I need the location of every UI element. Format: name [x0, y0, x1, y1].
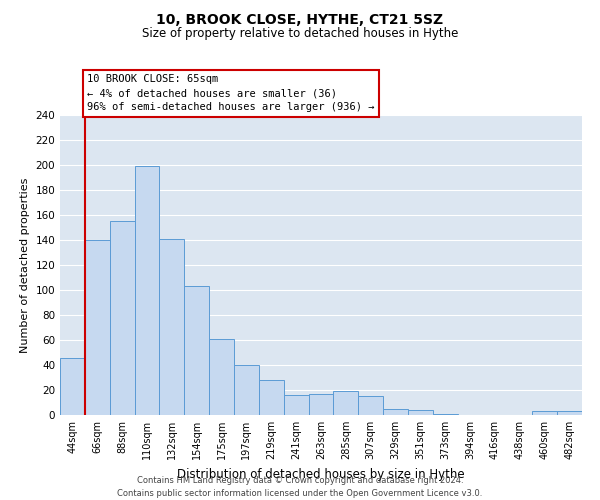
Y-axis label: Number of detached properties: Number of detached properties	[20, 178, 30, 352]
Bar	[184, 286, 209, 415]
Bar	[408, 410, 433, 415]
Bar	[209, 339, 234, 415]
Bar	[334, 391, 358, 415]
Bar	[308, 394, 334, 415]
Bar	[532, 411, 557, 415]
Bar	[358, 396, 383, 415]
Bar	[234, 365, 259, 415]
Bar	[433, 414, 458, 415]
Text: 10, BROOK CLOSE, HYTHE, CT21 5SZ: 10, BROOK CLOSE, HYTHE, CT21 5SZ	[157, 12, 443, 26]
Bar	[284, 395, 308, 415]
Bar	[383, 409, 408, 415]
Text: Contains HM Land Registry data © Crown copyright and database right 2024.
Contai: Contains HM Land Registry data © Crown c…	[118, 476, 482, 498]
Bar	[110, 221, 134, 415]
Bar	[259, 380, 284, 415]
Bar	[557, 411, 582, 415]
Bar	[85, 240, 110, 415]
Text: Size of property relative to detached houses in Hythe: Size of property relative to detached ho…	[142, 28, 458, 40]
X-axis label: Distribution of detached houses by size in Hythe: Distribution of detached houses by size …	[177, 468, 465, 480]
Bar	[160, 239, 184, 415]
Bar	[134, 166, 160, 415]
Bar	[60, 358, 85, 415]
Text: 10 BROOK CLOSE: 65sqm
← 4% of detached houses are smaller (36)
96% of semi-detac: 10 BROOK CLOSE: 65sqm ← 4% of detached h…	[87, 74, 374, 112]
